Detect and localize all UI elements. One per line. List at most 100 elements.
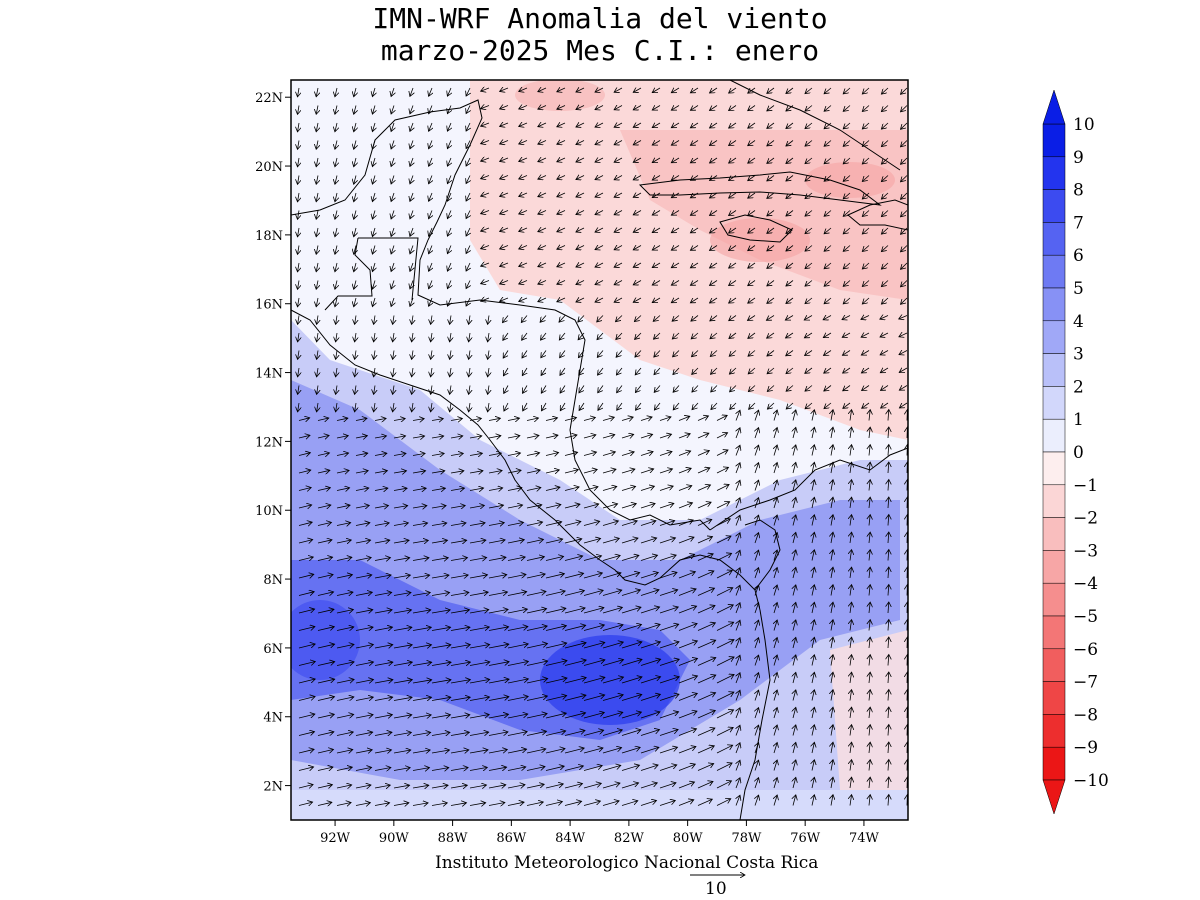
wind-vector — [881, 280, 889, 287]
wind-vector — [557, 123, 566, 127]
wind-vector — [736, 480, 740, 491]
wind-vector — [447, 297, 451, 306]
colorbar-segment — [1042, 451, 1066, 486]
wind-vector — [755, 410, 759, 421]
wind-vector — [598, 385, 604, 393]
wind-vector — [410, 245, 413, 254]
wind-vector — [481, 263, 490, 266]
wind-vector — [767, 280, 775, 286]
wind-vector — [355, 471, 368, 473]
wind-vector — [862, 245, 870, 252]
wind-vector — [654, 402, 661, 410]
wind-vector — [538, 298, 547, 302]
wind-vector — [614, 141, 623, 145]
wind-vector — [481, 158, 490, 161]
wind-vector — [355, 332, 356, 342]
wind-vector — [412, 315, 413, 325]
wind-vector — [355, 402, 356, 412]
wind-vector — [659, 417, 671, 421]
latitude-axis: 2N 4N 6N 8N 10N 12N 14N 16N 18N 20N 22N — [255, 91, 291, 795]
wind-vector — [355, 575, 372, 578]
coastlines — [291, 80, 908, 820]
wind-vector — [812, 480, 814, 491]
wind-vector — [697, 416, 709, 421]
wind-vector — [410, 297, 413, 306]
wind-vector — [843, 122, 851, 129]
wind-vector — [374, 315, 375, 325]
wind-vector — [869, 550, 870, 561]
wind-vector — [767, 262, 775, 268]
wind-vector — [374, 488, 388, 490]
wind-vector — [862, 140, 870, 147]
wind-vector — [447, 105, 451, 114]
wind-vector — [393, 488, 407, 490]
wind-vector — [431, 471, 445, 473]
wind-vector — [621, 538, 638, 544]
wind-vector — [602, 573, 621, 579]
wind-vector — [316, 280, 318, 290]
wind-vector — [522, 367, 527, 376]
wind-vector — [710, 175, 718, 181]
wind-vector — [583, 487, 598, 491]
wind-vector — [431, 419, 443, 421]
wind-vector — [881, 140, 889, 147]
wind-vector — [298, 262, 300, 272]
wind-vector — [736, 550, 740, 561]
colorbar-segment — [1042, 550, 1066, 584]
wind-vector — [824, 402, 832, 409]
wind-vector — [671, 246, 680, 251]
wind-vector — [372, 227, 375, 237]
wind-vector — [595, 298, 604, 302]
wind-vector — [557, 211, 566, 215]
wind-vector — [576, 88, 585, 92]
colorbar-label: −1 — [1073, 476, 1098, 496]
wind-vector — [519, 211, 528, 215]
wind-vector — [336, 385, 337, 395]
wind-vector — [431, 402, 432, 412]
lat-tick-label: 20N — [255, 160, 283, 175]
wind-vector — [710, 245, 718, 251]
wind-vector — [469, 402, 470, 412]
wind-vector — [595, 88, 604, 92]
lat-tick-label: 4N — [263, 711, 283, 726]
wind-vector — [869, 515, 870, 526]
wind-vector — [500, 158, 509, 161]
wind-vector — [412, 367, 413, 377]
wind-vector — [500, 281, 509, 284]
wind-vector — [450, 523, 466, 526]
wind-vector — [412, 419, 424, 421]
wind-vector — [843, 367, 851, 373]
wind-vector — [659, 469, 673, 474]
wind-vector — [298, 315, 299, 325]
wind-vector — [881, 157, 889, 164]
wind-vector — [372, 157, 375, 167]
wind-vector — [576, 123, 585, 127]
wind-vector — [355, 505, 369, 508]
wind-vector — [526, 435, 539, 438]
wind-vector — [298, 175, 300, 185]
wind-vector — [602, 452, 615, 456]
wind-vector — [673, 367, 680, 375]
wind-vector — [672, 332, 680, 339]
wind-vector — [335, 262, 337, 272]
wind-vector — [500, 263, 509, 266]
wind-vector — [614, 281, 623, 285]
wind-vector — [614, 228, 623, 232]
wind-vector — [672, 315, 680, 322]
wind-vector — [393, 315, 394, 325]
colorbar-label: 2 — [1073, 377, 1084, 397]
wind-vector — [466, 87, 470, 96]
wind-vector — [786, 140, 794, 147]
wind-vector — [710, 297, 718, 303]
lat-tick-label: 12N — [255, 435, 283, 450]
wind-vector — [710, 262, 718, 268]
colorbar-segment — [1042, 156, 1066, 190]
wind-vector — [538, 246, 547, 250]
wind-vector — [767, 87, 775, 93]
wind-vector — [410, 175, 413, 184]
wind-vector — [831, 445, 833, 456]
wind-vector — [862, 262, 870, 269]
colorbar-label: 9 — [1073, 148, 1084, 168]
wind-vector — [869, 532, 870, 544]
wind-vector — [538, 228, 547, 232]
